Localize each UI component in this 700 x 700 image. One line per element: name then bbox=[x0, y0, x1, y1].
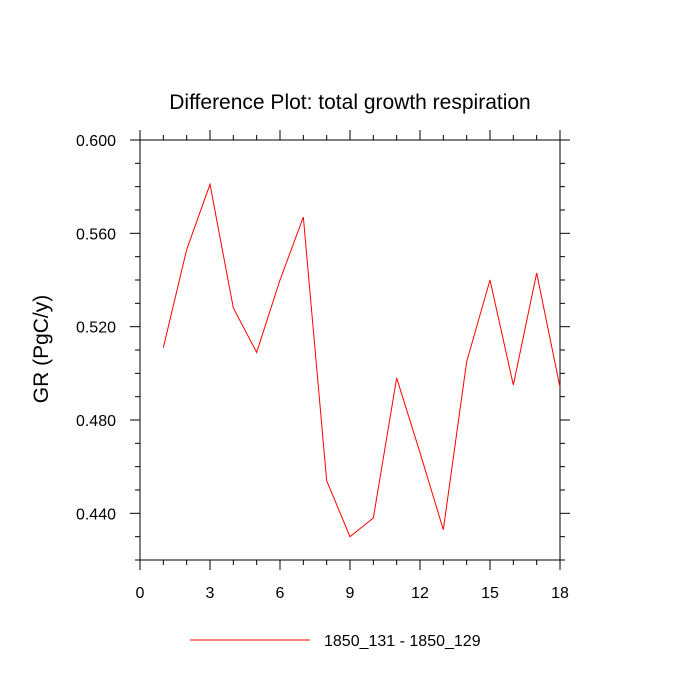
y-axis: 0.440 0.480 0.520 0.560 0.600 bbox=[76, 133, 570, 561]
series-line bbox=[162, 182, 561, 538]
x-tick-label: 6 bbox=[276, 585, 285, 602]
x-tick-label: 9 bbox=[346, 585, 355, 602]
y-tick-label: 0.600 bbox=[76, 133, 116, 150]
y-axis-label: GR (PgC/y) bbox=[30, 295, 53, 404]
series-layer bbox=[162, 182, 561, 538]
x-axis: 0 3 6 9 12 15 18 bbox=[136, 130, 569, 602]
legend: 1850_131 - 1850_129 bbox=[190, 633, 481, 650]
y-tick-label: 0.520 bbox=[76, 320, 116, 337]
y-tick-label: 0.560 bbox=[76, 226, 116, 243]
x-tick-label: 3 bbox=[206, 585, 215, 602]
x-tick-label: 0 bbox=[136, 585, 145, 602]
x-tick-label: 18 bbox=[551, 585, 569, 602]
y-tick-label: 0.440 bbox=[76, 506, 116, 523]
x-tick-label: 15 bbox=[481, 585, 499, 602]
legend-label: 1850_131 - 1850_129 bbox=[324, 633, 481, 650]
y-tick-label: 0.480 bbox=[76, 413, 116, 430]
chart-title: Difference Plot: total growth respiratio… bbox=[169, 91, 530, 114]
x-tick-label: 12 bbox=[411, 585, 429, 602]
